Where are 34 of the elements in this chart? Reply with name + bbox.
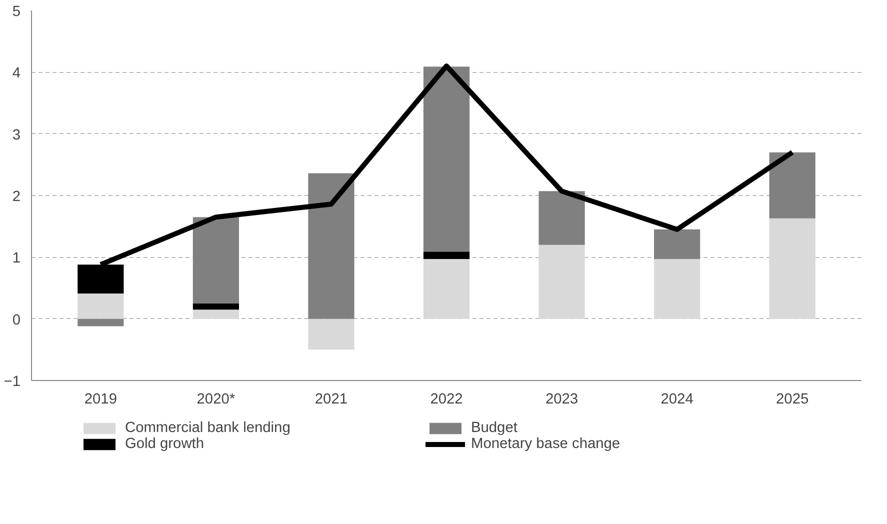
y-tick-label: 5 — [12, 4, 21, 20]
y-tick-label: −1 — [4, 374, 21, 390]
bar — [192, 217, 239, 304]
bar — [538, 191, 585, 245]
bar — [769, 152, 816, 218]
bar — [423, 259, 470, 319]
bar — [654, 229, 700, 260]
bar — [423, 66, 470, 252]
y-tick-label: 2 — [12, 189, 21, 205]
bar — [769, 218, 816, 319]
bar — [78, 294, 124, 319]
x-tick-label: 2021 — [314, 392, 348, 408]
legend-label: Commercial bank lending — [124, 420, 292, 436]
y-tick-label: 3 — [12, 127, 21, 144]
legend-label: Budget — [470, 420, 518, 436]
y-tick-label: 0 — [12, 312, 21, 328]
x-tick-label: 2019 — [84, 392, 117, 408]
legend-label: Monetary base change — [470, 436, 622, 452]
x-tick-label: 2020* — [196, 392, 236, 408]
bar — [192, 303, 239, 310]
bar — [192, 310, 239, 319]
bar — [78, 318, 124, 326]
x-tick-label: 2023 — [545, 392, 578, 408]
legend-label: Gold growth — [124, 436, 206, 452]
x-tick-label: 2025 — [776, 392, 809, 408]
x-tick-label: 2022 — [430, 392, 463, 408]
bar — [308, 173, 354, 319]
y-tick-label: 1 — [12, 250, 21, 267]
bar — [538, 244, 585, 319]
bar — [654, 259, 700, 319]
y-tick-label: 4 — [12, 66, 21, 82]
bar — [308, 318, 354, 350]
bar — [423, 252, 470, 260]
x-tick-label: 2024 — [660, 392, 694, 408]
